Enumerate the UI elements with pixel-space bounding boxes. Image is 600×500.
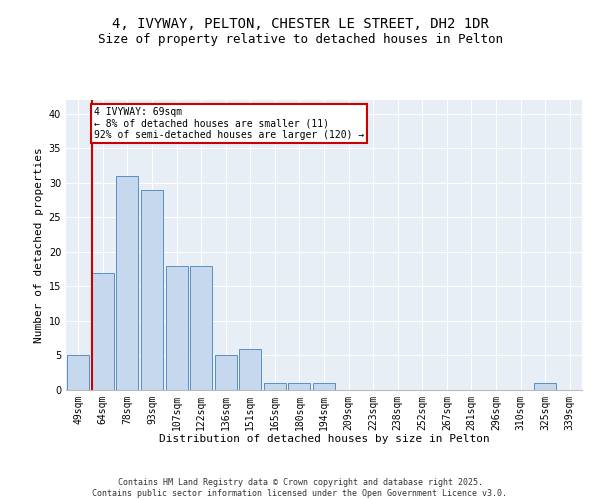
X-axis label: Distribution of detached houses by size in Pelton: Distribution of detached houses by size …	[158, 434, 490, 444]
Bar	[264, 383, 286, 390]
Bar	[215, 356, 237, 390]
Text: 4, IVYWAY, PELTON, CHESTER LE STREET, DH2 1DR: 4, IVYWAY, PELTON, CHESTER LE STREET, DH…	[112, 18, 488, 32]
Bar	[116, 176, 139, 390]
Bar	[289, 383, 310, 390]
Bar	[67, 356, 89, 390]
Bar	[92, 272, 114, 390]
Text: Size of property relative to detached houses in Pelton: Size of property relative to detached ho…	[97, 32, 503, 46]
Bar	[190, 266, 212, 390]
Text: Contains HM Land Registry data © Crown copyright and database right 2025.
Contai: Contains HM Land Registry data © Crown c…	[92, 478, 508, 498]
Bar	[313, 383, 335, 390]
Bar	[534, 383, 556, 390]
Text: 4 IVYWAY: 69sqm
← 8% of detached houses are smaller (11)
92% of semi-detached ho: 4 IVYWAY: 69sqm ← 8% of detached houses …	[94, 107, 365, 140]
Bar	[141, 190, 163, 390]
Bar	[239, 348, 262, 390]
Bar	[166, 266, 188, 390]
Y-axis label: Number of detached properties: Number of detached properties	[34, 147, 44, 343]
